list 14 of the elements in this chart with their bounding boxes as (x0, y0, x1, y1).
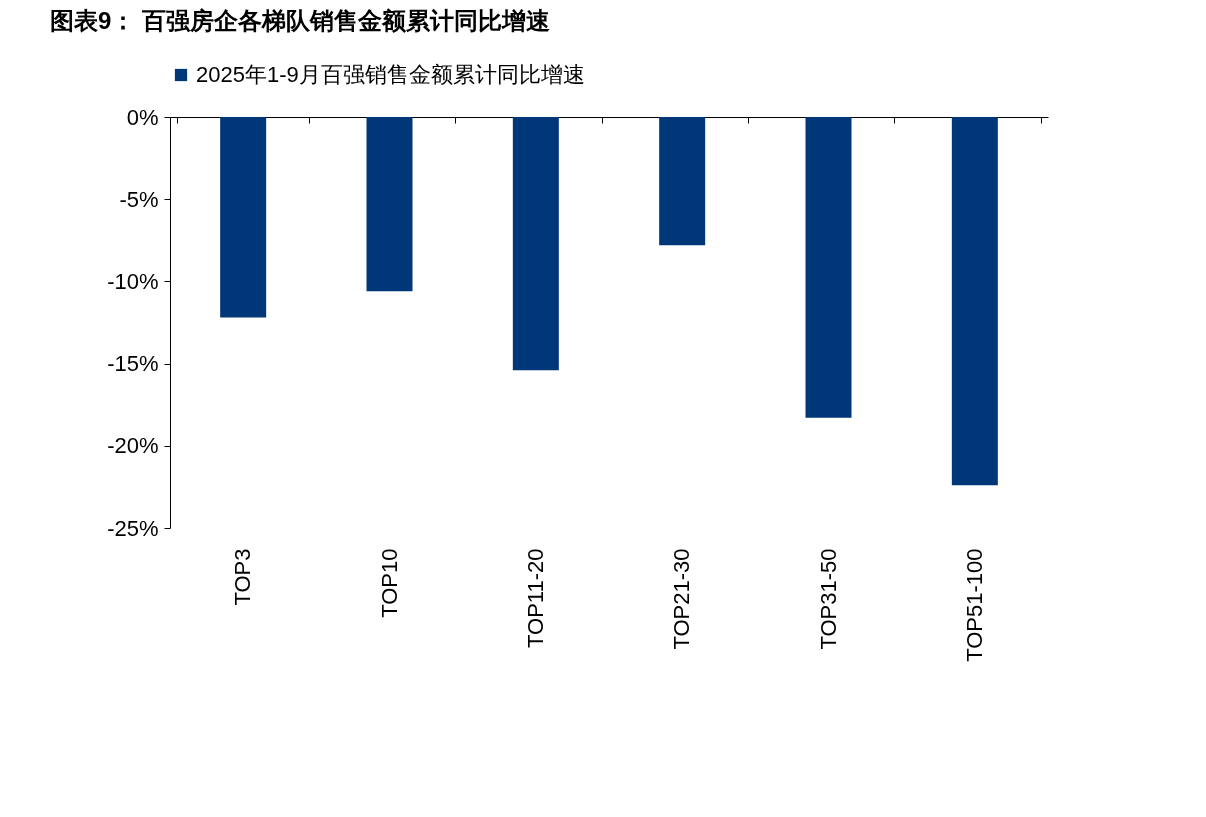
y-tick-label: -25% (107, 515, 159, 541)
x-tick-label: TOP21-30 (669, 548, 695, 650)
x-tick-label: TOP11-20 (522, 548, 548, 648)
legend-label: 2025年1-9月百强销售金额累计同比增速 (196, 62, 585, 87)
x-tick-label: TOP3 (230, 548, 256, 606)
y-tick-label: 0% (126, 104, 159, 130)
x-tick-label: TOP31-50 (815, 548, 841, 650)
y-tick-label: -15% (107, 351, 159, 377)
x-tick-label: TOP10 (376, 548, 402, 618)
y-tick-label: -5% (119, 186, 159, 212)
x-tick-label: TOP51-100 (961, 548, 987, 662)
y-tick-label: -20% (107, 433, 159, 459)
y-tick-label: -10% (107, 268, 159, 294)
chart-title: 图表9： 百强房企各梯队销售金额累计同比增速 (50, 7, 551, 34)
